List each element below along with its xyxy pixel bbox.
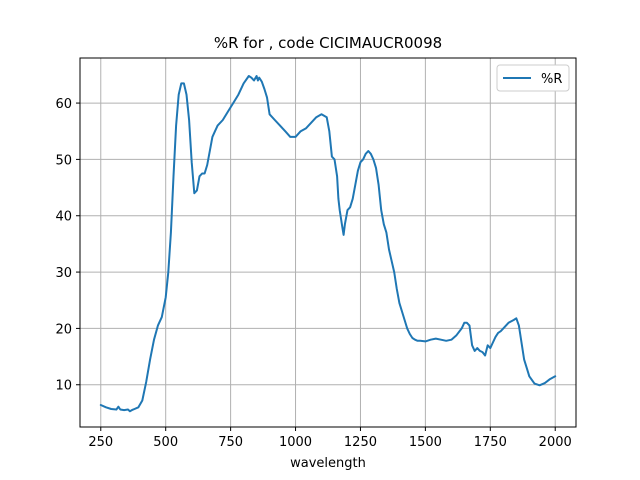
x-tick-label: 2000	[539, 435, 572, 450]
x-tick-label: 1750	[474, 435, 507, 450]
y-tick-label: 40	[55, 210, 72, 225]
legend-label: %R	[541, 72, 562, 87]
y-tick-label: 20	[55, 322, 72, 337]
plot-frame	[79, 57, 577, 428]
grid	[80, 58, 576, 427]
x-tick-label: 1000	[279, 435, 312, 450]
series-layer	[99, 75, 557, 413]
y-tick-label: 50	[55, 153, 72, 168]
y-tick-label: 60	[55, 97, 72, 112]
plot-background	[80, 58, 576, 427]
x-tick-label: 250	[88, 435, 113, 450]
legend-box	[496, 64, 570, 92]
legend: %R	[496, 64, 570, 92]
x-axis-label: wavelength	[290, 456, 366, 471]
y-tick-label: 30	[55, 266, 72, 281]
axis-ticks: 250 500 750 1000 1250 1500 1750 2000 10 20 30 40 50 6…	[55, 97, 571, 450]
x-tick-label: 1500	[409, 435, 442, 450]
x-tick-label: 500	[153, 435, 178, 450]
x-tick-label: 1250	[344, 435, 377, 450]
chart-title: %R for , code CICIMAUCR0098	[214, 34, 442, 52]
x-tick-label: 750	[218, 435, 243, 450]
y-tick-label: 10	[55, 379, 72, 394]
series-line	[99, 75, 557, 413]
